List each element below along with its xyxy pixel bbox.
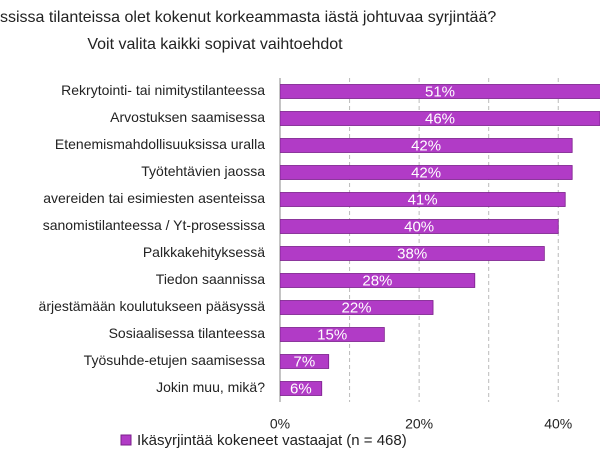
legend-label: Ikäsyrjintää kokeneet vastaajat (n = 468… (137, 432, 407, 449)
bar (280, 192, 566, 207)
y-tick-label: Työtehtävien jaossa (141, 163, 265, 179)
chart-subtitle: Voit valita kaikki sopivat vaihtoehdot (87, 36, 343, 53)
bar (280, 273, 476, 288)
bar (280, 138, 573, 153)
y-tick-label: Työsuhde-etujen saamisessa (84, 352, 266, 368)
y-tick-label: Sosiaalisessa tilanteessa (109, 325, 266, 341)
bar (280, 300, 434, 315)
legend-swatch (120, 434, 132, 446)
value-label: 46% (425, 110, 455, 127)
bar (280, 381, 323, 396)
value-label: 40% (404, 218, 434, 235)
chart-title: ssissa tilanteissa olet kokenut korkeamm… (0, 9, 496, 26)
y-tick-label: Tiedon saannissa (156, 271, 265, 287)
value-label: 42% (411, 137, 441, 154)
y-tick-label: Arvostuksen saamisessa (110, 109, 265, 125)
bar (280, 246, 545, 261)
value-label: 41% (408, 191, 438, 208)
value-label: 42% (411, 164, 441, 181)
y-tick-label: sanomistilanteessa / Yt-prosessissa (43, 217, 265, 233)
bars (280, 84, 600, 396)
x-tick-label: 0% (270, 416, 290, 432)
y-tick-label: Palkkakehityksessä (143, 244, 265, 260)
x-tick-label: 40% (544, 416, 572, 432)
y-tick-label: avereiden tai esimiesten asenteissa (43, 190, 265, 206)
bar (280, 219, 559, 234)
value-label: 22% (342, 299, 372, 316)
y-tick-label: Jokin muu, mikä? (156, 379, 265, 395)
bar (280, 111, 600, 126)
y-tick-label: ärjestämään koulutukseen pääsyssä (39, 298, 266, 314)
bar (280, 84, 600, 99)
y-tick-label: Rekrytointi- tai nimitystilanteessa (61, 82, 265, 98)
x-tick-label: 20% (405, 416, 433, 432)
value-label: 7% (294, 353, 316, 370)
bar (280, 327, 385, 342)
bar (280, 354, 330, 369)
y-tick-label: Etenemismahdollisuuksissa uralla (55, 136, 265, 152)
value-label: 51% (425, 83, 455, 100)
value-label: 15% (317, 326, 347, 343)
value-label: 38% (397, 245, 427, 262)
bar (280, 165, 573, 180)
value-label: 28% (362, 272, 392, 289)
value-label: 6% (290, 380, 312, 397)
